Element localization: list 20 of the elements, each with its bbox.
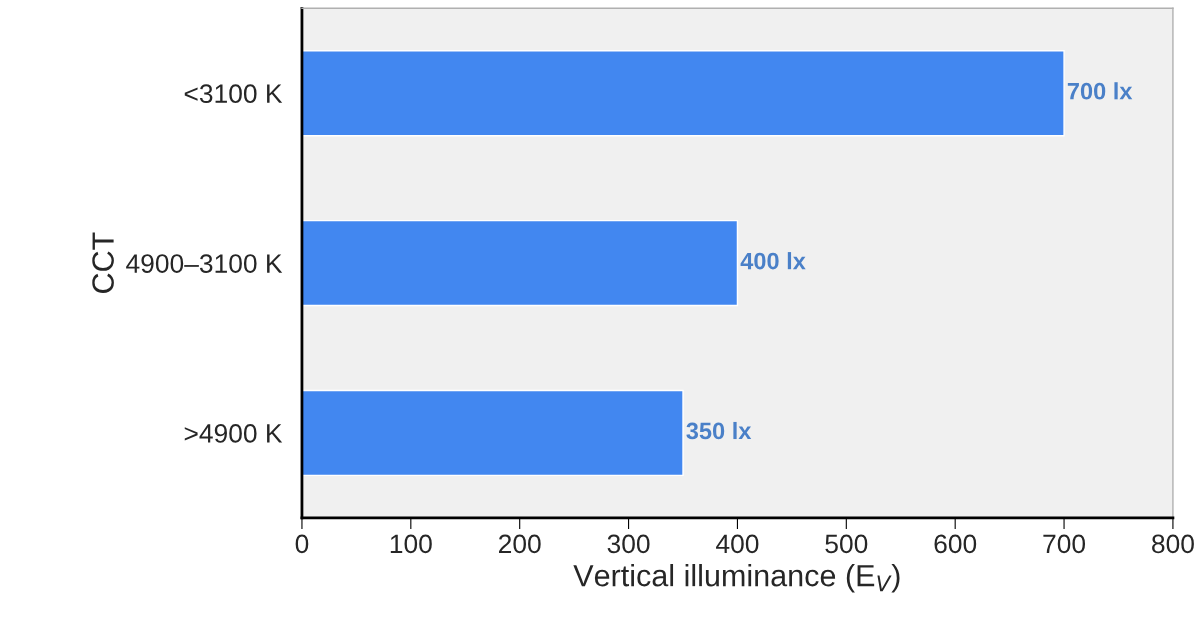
x-tick-label: 200	[499, 534, 541, 554]
x-tick-label: 500	[825, 534, 868, 554]
x-axis-title: Vertical illuminance (E$_{V}$)	[573, 564, 900, 593]
x-tick-label: 300	[607, 534, 650, 554]
x-tick-label: 700	[1043, 534, 1086, 554]
x-tick-label: 400	[716, 534, 759, 554]
bar	[301, 50, 1065, 137]
bar	[301, 219, 739, 307]
y-tick-label: >4900 K	[184, 424, 283, 443]
bar	[301, 389, 684, 477]
data-label: 700 lx	[1067, 82, 1133, 100]
y-tick-label: 4900–3100 K	[126, 254, 283, 273]
x-tick-label: 0	[295, 534, 309, 554]
x-tick-label: 100	[390, 534, 432, 554]
data-label: 350 lx	[686, 421, 752, 440]
x-tick-label: 600	[934, 534, 977, 554]
y-tick-label: <3100 K	[184, 84, 283, 104]
data-label: 400 lx	[740, 252, 806, 270]
y-axis-title: CCT	[92, 232, 114, 293]
x-tick-label: 800	[1152, 534, 1194, 554]
